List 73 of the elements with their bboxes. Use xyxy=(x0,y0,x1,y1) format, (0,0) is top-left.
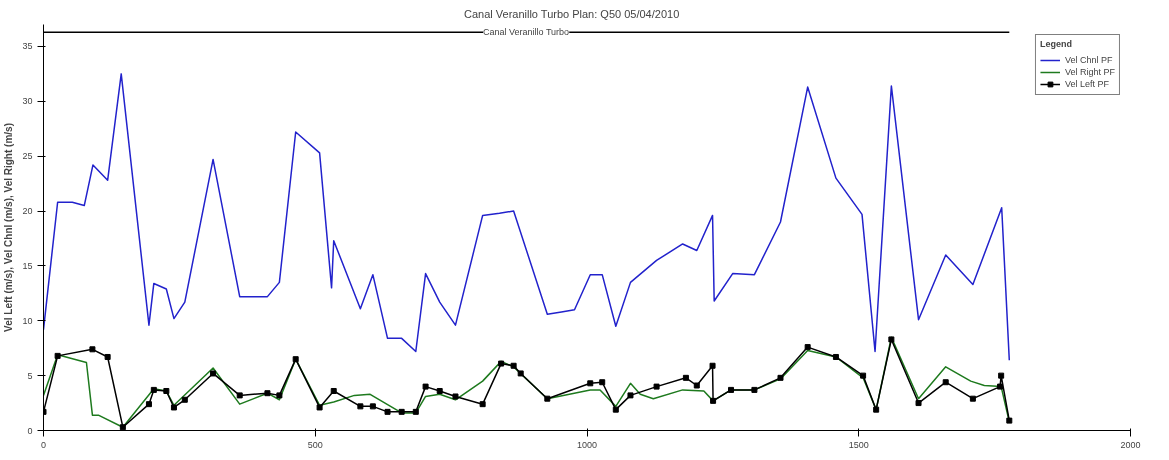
point xyxy=(104,353,111,360)
y-tick-label: 25 xyxy=(22,151,33,162)
point xyxy=(544,395,551,402)
y-tick-label: 10 xyxy=(22,315,33,326)
point xyxy=(998,372,1005,379)
point xyxy=(693,382,700,389)
point xyxy=(369,403,376,410)
point xyxy=(860,372,867,379)
legend-label: Vel Right PF xyxy=(1064,67,1115,77)
legend-label: Vel Chnl PF xyxy=(1064,55,1113,65)
point xyxy=(612,406,619,413)
point xyxy=(1006,417,1013,424)
point xyxy=(210,370,217,377)
legend-title: Legend xyxy=(1039,39,1073,49)
point xyxy=(412,408,419,415)
point xyxy=(292,356,299,363)
point xyxy=(728,386,735,393)
line-series xyxy=(43,73,1011,362)
point xyxy=(330,388,337,394)
point xyxy=(599,379,606,386)
point xyxy=(804,344,811,351)
point xyxy=(710,397,717,404)
point xyxy=(452,393,459,400)
y-tick-label: 35 xyxy=(22,41,33,52)
y-tick-label: 0 xyxy=(27,425,33,436)
x-tick-label: 2000 xyxy=(1120,439,1141,450)
y-tick-label: 20 xyxy=(22,206,33,217)
point xyxy=(942,379,949,386)
point xyxy=(145,401,152,408)
point xyxy=(54,352,61,359)
point xyxy=(181,396,188,403)
y-tick-label: 5 xyxy=(27,370,33,381)
point xyxy=(915,400,922,407)
x-tick-label: 500 xyxy=(307,439,323,450)
point xyxy=(777,374,784,381)
annotation: Canal Veranillo Turbo xyxy=(483,27,570,38)
point xyxy=(498,360,505,367)
point xyxy=(357,403,364,410)
point xyxy=(436,388,443,394)
point xyxy=(517,370,524,377)
x-tick-label: 1500 xyxy=(848,439,869,450)
legend-label: Vel Left PF xyxy=(1064,79,1109,89)
point xyxy=(751,386,758,393)
point xyxy=(384,408,391,415)
point xyxy=(653,383,660,390)
y-tick-label: 30 xyxy=(22,96,33,107)
point xyxy=(150,386,157,393)
point xyxy=(479,401,486,408)
point xyxy=(888,336,895,343)
point xyxy=(873,406,880,413)
point xyxy=(969,395,976,402)
point xyxy=(163,388,170,394)
point xyxy=(170,404,177,411)
point xyxy=(236,392,243,399)
point xyxy=(627,392,634,399)
y-tick-label: 15 xyxy=(22,260,33,271)
chart-title: Canal Veranillo Turbo Plan: Q50 05/04/2010 xyxy=(463,7,680,20)
x-tick-label: 0 xyxy=(41,439,47,450)
x-tick-label: 1000 xyxy=(576,439,598,450)
point xyxy=(682,374,689,381)
point xyxy=(587,380,594,387)
point xyxy=(709,362,716,369)
point xyxy=(832,353,839,360)
y-axis-title: Vel Left (m/s), Vel Chnl (m/s), Vel Right (m/s) xyxy=(3,123,15,332)
point xyxy=(510,362,517,369)
point xyxy=(316,404,323,411)
point xyxy=(997,383,1004,390)
point xyxy=(89,346,96,353)
point xyxy=(264,390,271,397)
point xyxy=(119,424,126,431)
point xyxy=(422,383,429,390)
point xyxy=(398,408,405,415)
point xyxy=(276,392,283,399)
